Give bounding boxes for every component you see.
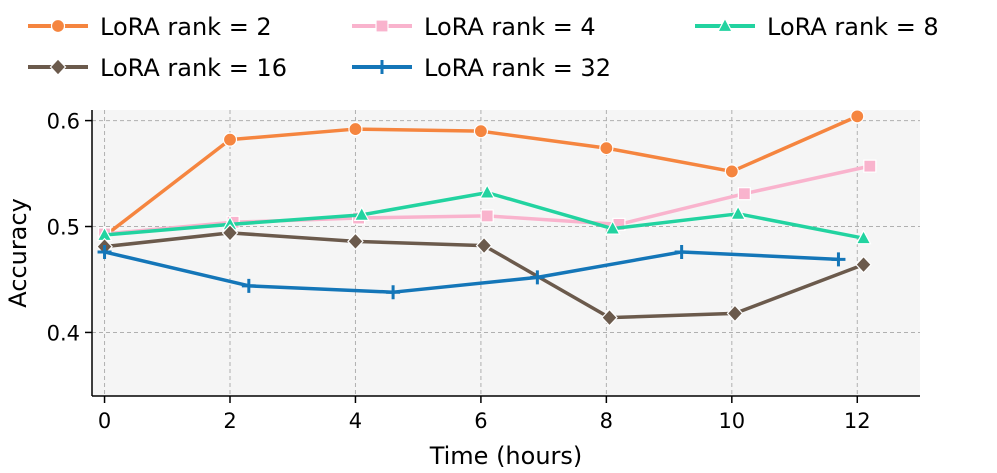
data-point (353, 206, 370, 221)
data-point (831, 252, 846, 267)
legend-item: LoRA rank = 16 (28, 54, 287, 82)
data-point (724, 164, 739, 179)
data-point (480, 209, 494, 223)
x-tick-label: 0 (98, 409, 111, 433)
data-point (97, 244, 112, 259)
legend-item: LoRA rank = 32 (352, 54, 611, 82)
data-point (530, 270, 545, 285)
data-point (475, 236, 493, 255)
legend-label: LoRA rank = 8 (767, 13, 939, 41)
data-point (473, 124, 489, 139)
y-tick-label: 0.4 (47, 321, 80, 345)
data-point (863, 159, 877, 173)
grid (92, 110, 920, 396)
data-point (222, 132, 238, 147)
y-ticks: 0.4 0.5 0.6 (47, 110, 92, 345)
x-tick-label: 10 (718, 409, 745, 433)
x-axis-title: Time (hours) (429, 442, 583, 470)
legend-label: LoRA rank = 16 (100, 54, 287, 82)
legend-marker (50, 18, 66, 34)
legend-label: LoRA rank = 4 (424, 13, 596, 41)
series-1 (97, 109, 865, 244)
x-tick-label: 6 (474, 409, 487, 433)
data-point (726, 304, 744, 323)
x-tick-label: 2 (223, 409, 236, 433)
legend-item: LoRA rank = 4 (352, 13, 596, 41)
series-group (96, 109, 877, 327)
data-point (479, 183, 496, 199)
legend-marker (375, 60, 389, 74)
series-5 (97, 244, 846, 300)
data-point (604, 219, 621, 235)
data-point (730, 205, 747, 220)
data-point (850, 109, 865, 124)
legend-item: LoRA rank = 2 (28, 13, 272, 41)
data-point (855, 255, 872, 274)
x-tick-label: 8 (600, 409, 613, 433)
data-point (221, 223, 239, 242)
legend-marker (716, 17, 734, 33)
data-point (348, 121, 363, 137)
y-axis-title: Accuracy (4, 198, 32, 308)
data-point (855, 229, 872, 245)
x-tick-label: 12 (844, 409, 871, 433)
legend-marker (49, 58, 67, 76)
data-point (241, 278, 256, 293)
data-point (674, 244, 689, 259)
data-point (737, 187, 751, 201)
legend-item: LoRA rank = 8 (695, 13, 939, 41)
legend-marker (375, 19, 389, 33)
legend-label: LoRA rank = 2 (100, 13, 272, 41)
x-tick-label: 4 (349, 409, 362, 433)
y-tick-label: 0.6 (47, 110, 80, 134)
data-point (601, 308, 618, 327)
data-point (386, 285, 401, 300)
y-tick-label: 0.5 (47, 216, 80, 240)
legend-label: LoRA rank = 32 (424, 54, 611, 82)
data-point (599, 141, 614, 156)
data-point (347, 232, 364, 251)
plot-background (92, 110, 920, 396)
x-ticks: 0 2 4 6 8 10 12 (98, 396, 871, 433)
legend: LoRA rank = 2 LoRA rank = 4 LoRA rank = 8 L… (28, 13, 939, 82)
series-line (104, 250, 839, 294)
